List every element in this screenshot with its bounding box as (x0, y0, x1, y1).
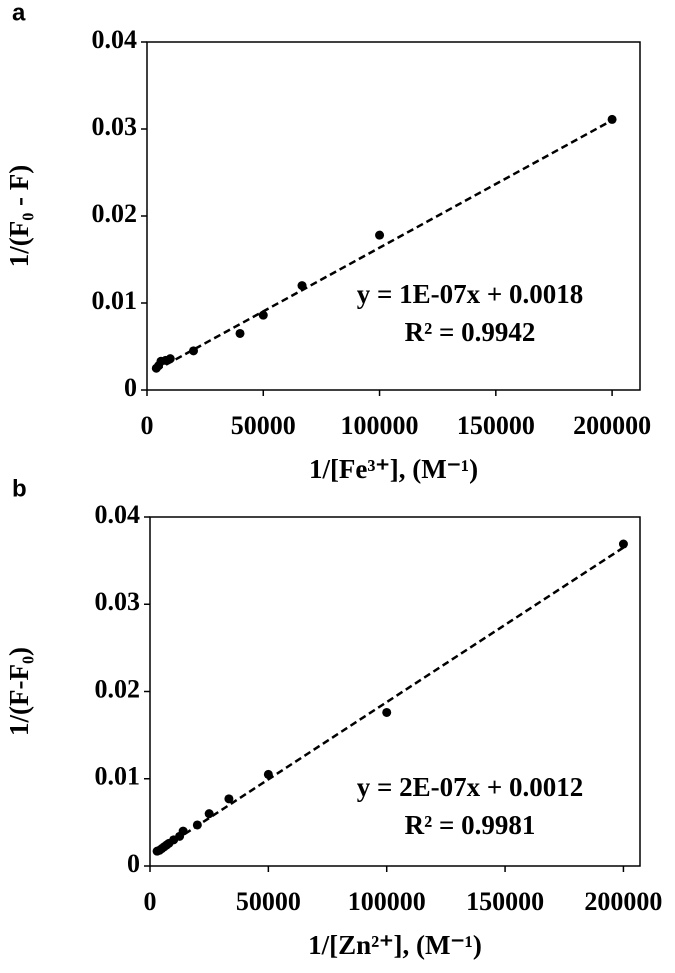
panel-label: b (12, 475, 27, 502)
annotation: y = 1E-07x + 0.0018 (357, 279, 584, 309)
data-point (178, 826, 188, 836)
data-point (375, 230, 385, 240)
x-tick-label: 0 (141, 411, 154, 440)
y-axis-title: 1/(F₀ - F) (4, 165, 34, 268)
data-point (263, 769, 273, 779)
data-point (258, 310, 268, 320)
trendline (155, 119, 613, 372)
x-tick-label: 100000 (341, 411, 419, 440)
plot-frame (149, 516, 641, 867)
annotation: R² = 0.9942 (405, 317, 536, 347)
data-point (204, 809, 214, 819)
data-point (224, 794, 234, 804)
x-tick-label: 50000 (236, 887, 301, 916)
x-axis-title: 1/[Zn²⁺], (M⁻¹) (308, 930, 482, 960)
data-point (165, 354, 175, 364)
data-point (382, 707, 392, 717)
x-tick-label: 150000 (457, 411, 535, 440)
x-axis-title: 1/[Fe³⁺], (M⁻¹) (309, 454, 478, 484)
x-tick-label: 0 (144, 887, 157, 916)
y-tick-label: 0.02 (95, 674, 141, 703)
x-tick-label: 150000 (466, 887, 544, 916)
y-tick-label: 0.01 (95, 762, 141, 791)
annotation: R² = 0.9981 (405, 810, 536, 840)
data-point (618, 539, 628, 549)
x-tick-label: 50000 (231, 411, 296, 440)
panel-label: a (12, 0, 26, 26)
plot-frame (146, 41, 641, 391)
y-tick-label: 0.04 (95, 500, 141, 529)
trendline (156, 546, 625, 854)
y-tick-label: 0 (124, 373, 137, 402)
x-tick-label: 200000 (573, 411, 651, 440)
data-point (235, 328, 245, 338)
data-point (607, 114, 617, 124)
y-tick-label: 0.04 (92, 25, 138, 54)
x-tick-label: 100000 (348, 887, 426, 916)
y-tick-label: 0.03 (95, 587, 141, 616)
y-tick-label: 0.03 (92, 112, 138, 141)
x-tick-label: 200000 (584, 887, 662, 916)
y-tick-label: 0.02 (92, 199, 138, 228)
y-tick-label: 0.01 (92, 286, 138, 315)
y-tick-label: 0 (127, 849, 140, 878)
data-point (189, 346, 199, 356)
y-axis-title: 1/(F-F₀) (4, 647, 34, 736)
data-point (192, 820, 202, 830)
annotation: y = 2E-07x + 0.0012 (357, 772, 584, 802)
data-point (297, 281, 307, 291)
